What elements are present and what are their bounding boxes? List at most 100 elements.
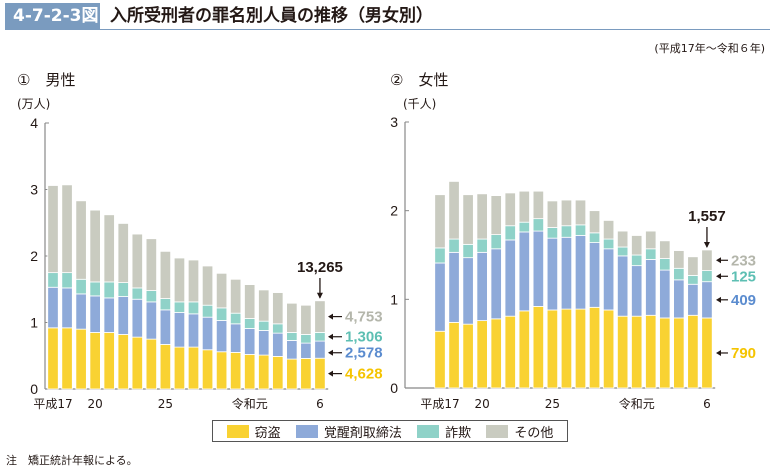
bar-segment-theft-male bbox=[201, 349, 214, 390]
bar-segment-stimulants-female bbox=[434, 262, 446, 332]
y-tick-label-male: 1 bbox=[30, 315, 38, 331]
label-arrowhead-other-male bbox=[328, 313, 333, 320]
bar-segment-theft-female bbox=[631, 315, 643, 389]
bar-segment-other-male bbox=[286, 302, 298, 333]
bar-segment-stimulants-male bbox=[258, 330, 270, 356]
bar-segment-theft-female bbox=[546, 309, 559, 389]
bar-segment-other-male bbox=[187, 259, 200, 303]
bar-segment-theft-male bbox=[300, 358, 312, 390]
figure-number-badge: 4-7-2-3図 bbox=[5, 3, 100, 29]
y-tick-label-male: 2 bbox=[30, 248, 38, 264]
bar-segment-stimulants-female bbox=[560, 236, 573, 310]
bar-segment-theft-female bbox=[645, 314, 657, 389]
x-tick-label-male: 平成17 bbox=[33, 397, 72, 411]
bar-segment-other-female bbox=[434, 194, 446, 249]
bar-segment-stimulants-female bbox=[631, 265, 643, 317]
y-tick-label-female: 3 bbox=[390, 114, 398, 130]
y-tick-label-female: 2 bbox=[390, 203, 398, 219]
bar-segment-other-female bbox=[448, 181, 460, 240]
value-label-theft-male: 4,628 bbox=[345, 366, 383, 383]
bar-segment-stimulants-male bbox=[159, 309, 172, 345]
bar-segment-fraud-male bbox=[159, 298, 172, 311]
bar-segment-other-male bbox=[117, 223, 129, 283]
bar-segment-stimulants-male bbox=[131, 298, 143, 338]
legend-swatch-theft bbox=[226, 424, 249, 438]
bar-segment-theft-male bbox=[187, 346, 200, 390]
bar-segment-theft-female bbox=[602, 309, 615, 389]
bar-segment-other-female bbox=[546, 200, 559, 228]
bar-segment-fraud-male bbox=[61, 272, 73, 289]
bar-segment-other-female bbox=[504, 192, 516, 227]
bar-segment-stimulants-male bbox=[314, 340, 326, 359]
bar-segment-theft-female bbox=[434, 330, 446, 389]
bar-segment-fraud-male bbox=[272, 323, 284, 334]
x-tick-label-female: 6 bbox=[703, 397, 711, 411]
bar-segment-theft-female bbox=[701, 317, 713, 389]
bar-segment-fraud-male bbox=[131, 287, 143, 300]
bar-segment-fraud-male bbox=[103, 281, 115, 299]
bar-segment-theft-male bbox=[159, 344, 172, 390]
bar-segment-theft-male bbox=[272, 356, 284, 390]
bar-segment-fraud-male bbox=[244, 318, 256, 329]
bar-segment-theft-male bbox=[47, 327, 59, 390]
label-arrowhead-stimulants-male bbox=[328, 349, 333, 356]
bar-segment-fraud-female bbox=[659, 258, 671, 271]
y-tick-label-female: 0 bbox=[390, 380, 398, 396]
x-tick-label-male: 20 bbox=[88, 397, 103, 411]
legend-swatch-fraud bbox=[417, 424, 440, 438]
bar-segment-theft-male bbox=[173, 346, 186, 390]
bar-segment-fraud-male bbox=[117, 282, 129, 297]
bar-segment-stimulants-male bbox=[215, 320, 228, 353]
bar-segment-other-female bbox=[462, 194, 474, 245]
bar-segment-stimulants-female bbox=[617, 255, 629, 317]
bar-segment-stimulants-male bbox=[145, 301, 158, 340]
bar-segment-stimulants-female bbox=[546, 237, 559, 311]
bar-segment-stimulants-male bbox=[229, 323, 242, 353]
bar-segment-stimulants-female bbox=[532, 230, 544, 307]
title-rule bbox=[5, 29, 770, 30]
bar-segment-theft-male bbox=[229, 352, 242, 390]
bar-segment-theft-male bbox=[244, 354, 256, 390]
legend-item-theft: 窃盗 bbox=[226, 422, 281, 441]
bar-segment-stimulants-male bbox=[117, 296, 129, 335]
total-label-male: 13,265 bbox=[297, 259, 343, 276]
bar-segment-other-male bbox=[145, 238, 158, 291]
bar-segment-stimulants-male bbox=[173, 312, 186, 348]
bar-segment-theft-female bbox=[574, 308, 587, 389]
bar-segment-fraud-male bbox=[47, 272, 59, 288]
bar-segment-theft-male bbox=[117, 334, 129, 390]
x-tick-label-female: 平成17 bbox=[420, 397, 459, 411]
bar-segment-theft-male bbox=[131, 336, 143, 390]
bar-segment-other-male bbox=[314, 300, 326, 333]
legend-label-stimulants: 覚醒剤取締法 bbox=[323, 425, 402, 441]
bar-segment-other-male bbox=[75, 200, 87, 280]
bar-segment-fraud-female bbox=[602, 238, 615, 250]
bar-segment-fraud-male bbox=[173, 301, 186, 313]
bar-segment-fraud-female bbox=[645, 248, 657, 260]
bar-segment-fraud-female bbox=[462, 243, 474, 259]
bar-segment-fraud-male bbox=[300, 334, 312, 344]
label-arrowhead-stimulants-female bbox=[716, 296, 721, 303]
value-label-other-female: 233 bbox=[731, 252, 756, 269]
legend-label-other: その他 bbox=[514, 425, 554, 441]
bar-segment-stimulants-female bbox=[518, 231, 530, 312]
x-tick-label-female: 令和元 bbox=[619, 396, 655, 411]
bar-segment-other-female bbox=[518, 190, 530, 223]
bar-segment-other-male bbox=[244, 284, 256, 319]
bar-segment-other-female bbox=[673, 250, 685, 269]
bar-segment-fraud-female bbox=[532, 218, 544, 232]
bar-segment-theft-female bbox=[462, 323, 474, 389]
bar-segment-other-male bbox=[201, 265, 214, 306]
bar-segment-stimulants-male bbox=[89, 295, 101, 333]
bar-segment-theft-female bbox=[560, 308, 573, 389]
value-label-fraud-male: 1,306 bbox=[345, 329, 383, 346]
bar-segment-theft-female bbox=[673, 317, 685, 389]
bar-segment-other-male bbox=[47, 185, 59, 274]
bar-segment-fraud-male bbox=[89, 281, 101, 297]
bar-segment-fraud-female bbox=[617, 246, 629, 257]
label-arrowhead-other-female bbox=[716, 257, 721, 264]
x-tick-label-male: 25 bbox=[158, 397, 173, 411]
bar-segment-other-female bbox=[687, 256, 699, 276]
bar-segment-stimulants-male bbox=[201, 316, 214, 351]
bar-segment-fraud-male bbox=[145, 290, 158, 303]
